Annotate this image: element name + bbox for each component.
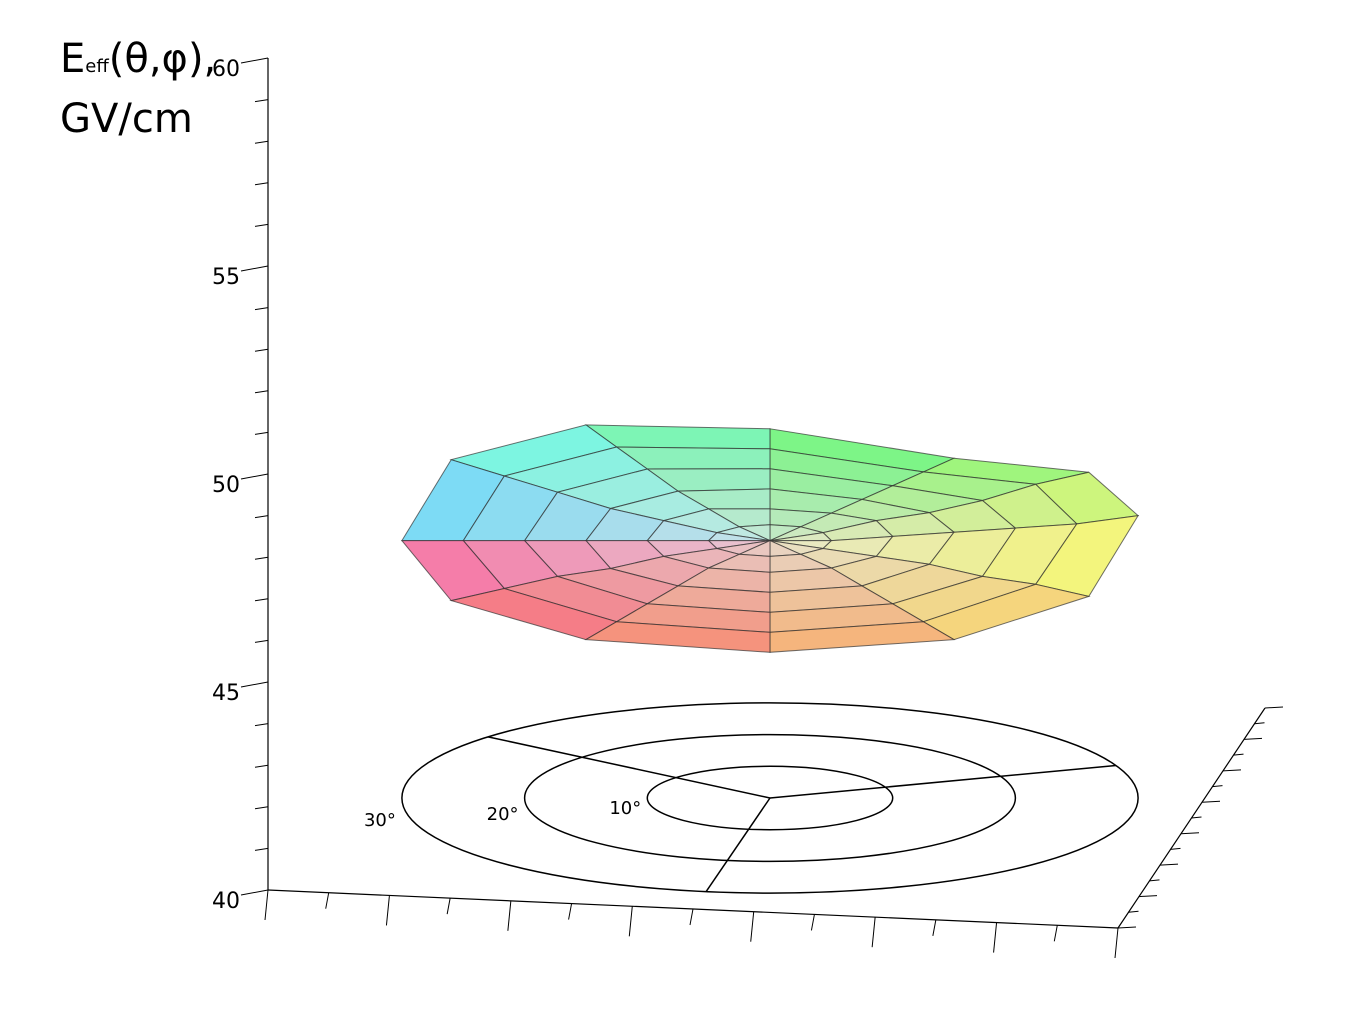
z-minor-tick (254, 140, 269, 144)
z-minor-tick (254, 223, 269, 227)
y-tick (1254, 722, 1265, 725)
z-minor-tick (254, 348, 269, 352)
y-tick (1191, 816, 1202, 819)
z-tick-label: 60 (212, 57, 240, 82)
z-tick-label: 40 (212, 889, 240, 914)
y-tick (1212, 785, 1223, 788)
z-minor-tick (254, 556, 269, 560)
y-tick (1159, 863, 1179, 866)
z-minor-tick (254, 723, 269, 727)
surface-cell (584, 621, 771, 653)
x-tick (385, 895, 390, 926)
z-axis-title: Eeff(θ,φ), (60, 36, 216, 82)
z-tick (240, 265, 269, 272)
z-unit: GV/cm (60, 96, 193, 142)
y-tick (1128, 910, 1139, 913)
z-minor-tick (254, 431, 269, 435)
x-tick (871, 917, 876, 948)
x-tick (750, 911, 755, 942)
ring-label: 10° (609, 798, 641, 819)
y-tick (1170, 847, 1181, 850)
z-tick (240, 57, 269, 64)
z-minor-tick (254, 307, 269, 311)
y-tick (1264, 706, 1284, 709)
z-minor-tick (254, 764, 269, 768)
z-tick-label: 45 (212, 681, 240, 706)
x-tick (689, 908, 694, 926)
x-tick (810, 914, 815, 931)
z-subscript: eff (85, 56, 109, 77)
z-tick (240, 473, 269, 480)
z-tick (240, 889, 269, 896)
ring (401, 702, 1139, 894)
ring (523, 733, 1017, 863)
x-tick (932, 919, 937, 936)
x-tick (628, 906, 633, 937)
ring-label: 20° (487, 804, 519, 825)
z-args: (θ,φ), (109, 36, 217, 82)
y-tick (1222, 769, 1242, 772)
x-tick (446, 898, 451, 915)
y-tick (1149, 879, 1160, 882)
y-tick (1180, 832, 1200, 835)
ring (646, 765, 894, 831)
x-tick (1053, 925, 1058, 942)
surface (400, 424, 1140, 653)
y-tick (1117, 926, 1137, 929)
x-tick (993, 922, 998, 953)
x-tick (1114, 927, 1119, 959)
z-minor-tick (254, 639, 269, 643)
z-minor-tick (254, 390, 269, 394)
x-tick (507, 900, 512, 931)
x-tick (325, 892, 330, 909)
z-minor-tick (254, 598, 269, 602)
z-tick-label: 50 (212, 473, 240, 498)
y-tick (1201, 800, 1221, 803)
z-tick (240, 681, 269, 688)
x-tick (568, 903, 573, 920)
z-minor-tick (254, 515, 269, 519)
z-minor-tick (254, 99, 269, 103)
z-tick-label: 55 (212, 265, 240, 290)
z-minor-tick (254, 806, 269, 810)
z-symbol: E (60, 36, 85, 82)
z-minor-tick (254, 182, 269, 186)
y-tick (1243, 737, 1263, 740)
z-minor-tick (254, 847, 269, 851)
x-tick (264, 889, 269, 921)
spoke (769, 764, 1116, 799)
y-tick (1138, 895, 1158, 898)
y-tick (1233, 753, 1244, 756)
spoke (487, 736, 771, 799)
ring-label: 30° (364, 810, 396, 831)
polar-floor: 10° 20° 30° (364, 702, 1139, 894)
spoke (705, 797, 771, 893)
